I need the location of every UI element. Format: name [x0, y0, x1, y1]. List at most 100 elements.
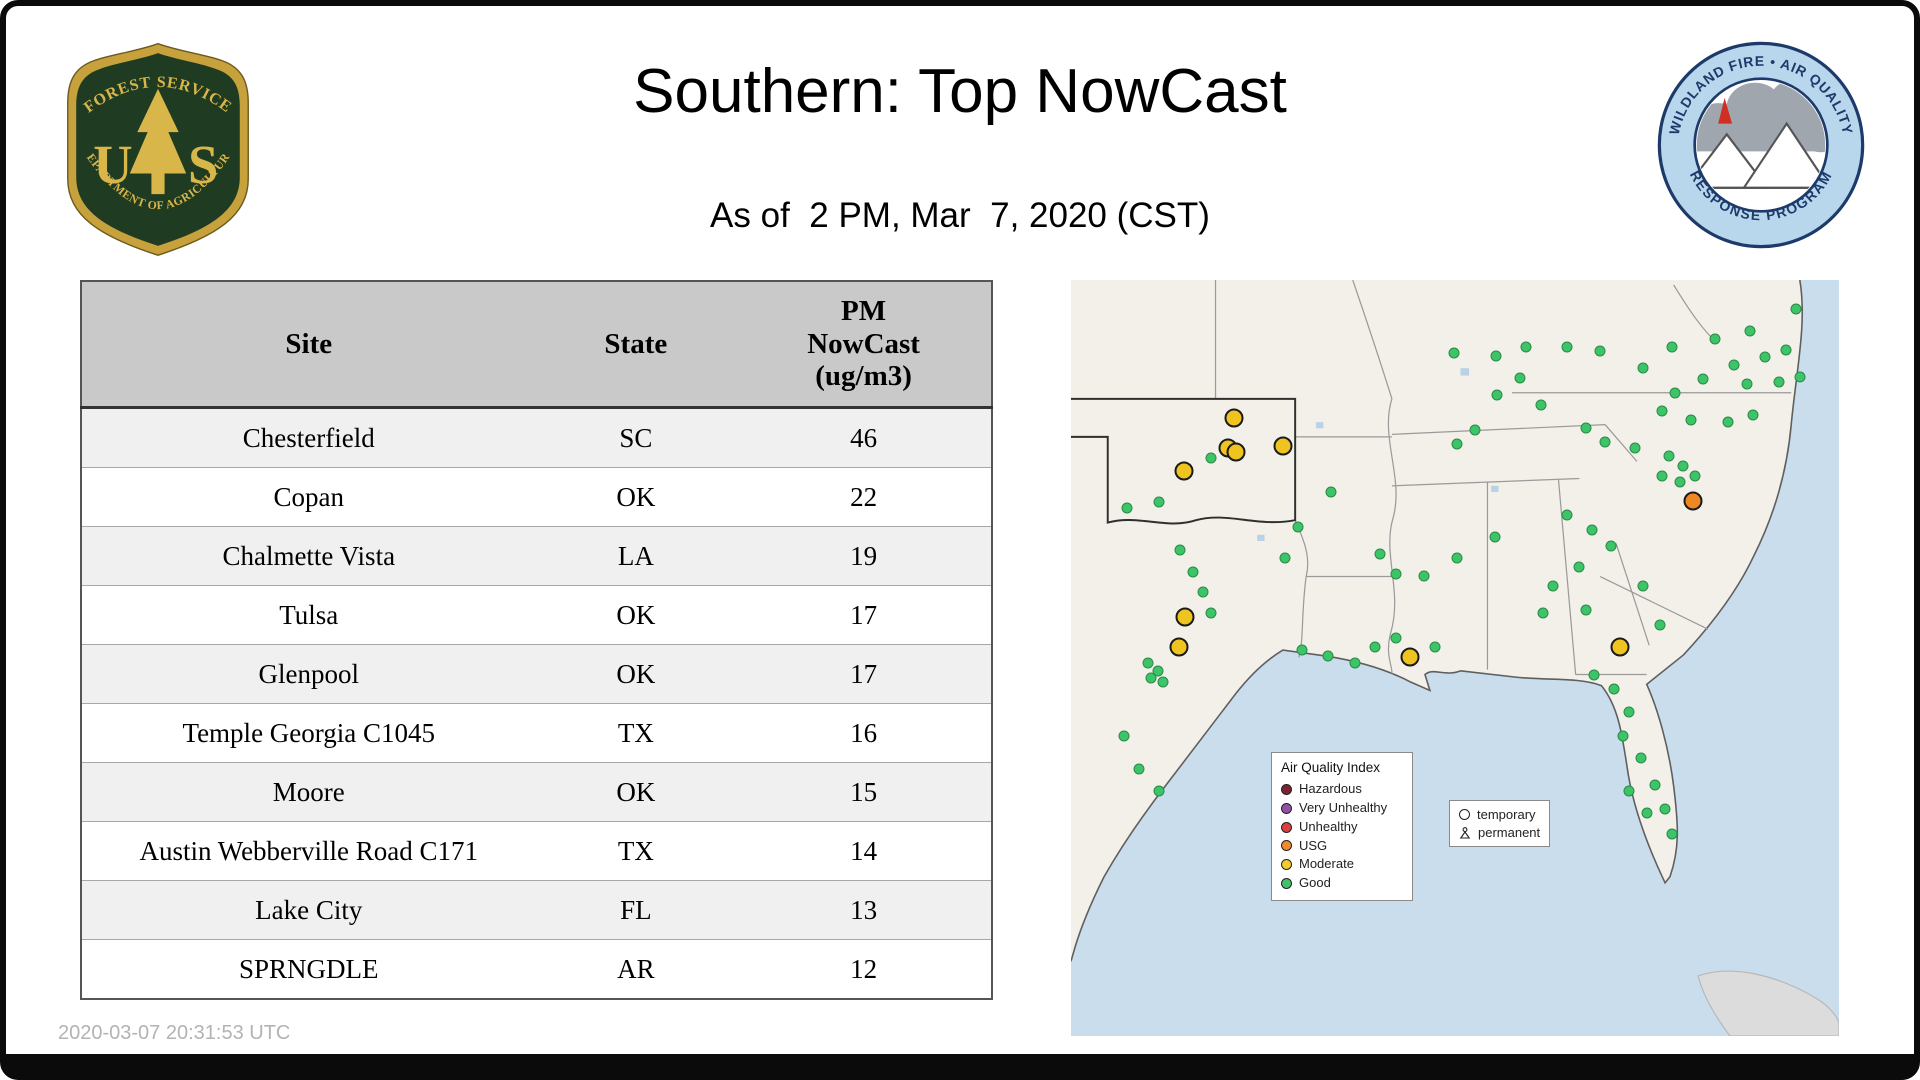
table-row: Chalmette Vista LA 19	[81, 526, 992, 586]
nowcast-table-section: Site State PM NowCast (ug/m3) Chesterfie…	[80, 280, 993, 1000]
aqi-legend-label: Hazardous	[1299, 781, 1362, 796]
aqi-color-swatch-icon	[1281, 840, 1292, 852]
state-cell: OK	[535, 467, 737, 527]
monitor-dot-good	[1722, 416, 1734, 428]
monitor-dot-moderate	[1400, 647, 1420, 667]
nowcast-cell: 16	[736, 703, 992, 763]
site-cell: SPRNGDLE	[81, 939, 536, 999]
nowcast-cell: 22	[736, 467, 992, 527]
column-header-nowcast: PM NowCast (ug/m3)	[736, 281, 992, 409]
monitor-dot-good	[1390, 632, 1402, 644]
monitor-dot-moderate	[1169, 637, 1189, 657]
oklahoma-border	[1071, 397, 1297, 525]
monitor-dot-good	[1608, 683, 1620, 695]
monitor-dot-good	[1349, 657, 1361, 669]
aqi-color-swatch-icon	[1281, 783, 1292, 795]
table-body: Chesterfield SC 46 Copan OK 22 Chalmette Vista…	[81, 407, 992, 999]
aqi-color-swatch-icon	[1281, 878, 1292, 890]
monitor-dot-good	[1451, 552, 1463, 564]
lakes	[1257, 368, 1499, 541]
monitor-dot-good	[1656, 470, 1668, 482]
monitor-dot-good	[1635, 752, 1647, 764]
state-borders	[1214, 280, 1792, 676]
column-header-site: Site	[81, 281, 536, 409]
monitor-dot-good	[1659, 803, 1671, 815]
aqi-legend-item: Unhealthy	[1281, 818, 1403, 837]
monitor-dot-good	[1677, 460, 1689, 472]
monitor-dot-good	[1322, 650, 1334, 662]
site-cell: Copan	[81, 467, 536, 527]
table-row: Austin Webberville Road C171 TX 14	[81, 821, 992, 881]
monitor-dot-moderate	[1610, 637, 1630, 657]
aqi-legend-title: Air Quality Index	[1281, 760, 1381, 775]
monitor-dot-good	[1142, 657, 1154, 669]
nowcast-table: Site State PM NowCast (ug/m3) Chesterfie…	[80, 280, 993, 1000]
monitor-dot-good	[1663, 450, 1674, 462]
monitor-dot-good	[1153, 496, 1165, 507]
table-row: Temple Georgia C1045 TX 16	[81, 703, 992, 763]
monitor-dot-moderate	[1273, 436, 1293, 456]
monitor-dot-good	[1747, 409, 1759, 421]
monitor-dot-good	[1390, 568, 1402, 580]
site-cell: Glenpool	[81, 644, 536, 704]
monitor-dot-good	[1537, 607, 1549, 619]
nowcast-cell: 14	[736, 821, 992, 881]
monitor-dot-good	[1685, 414, 1697, 426]
aqi-legend-label: USG	[1299, 837, 1328, 853]
aqi-legend-item: Good	[1281, 874, 1403, 893]
aqi-legend-label: Very Unhealthy	[1299, 799, 1388, 815]
monitor-dot-good	[1514, 372, 1525, 384]
monitor-dot-usg	[1683, 491, 1703, 511]
table-row: Chesterfield SC 46	[81, 407, 992, 468]
wfaqrp-logo: WILDLAND FIRE • AIR QUALITY RESPONSE PRO…	[1654, 38, 1868, 252]
nowcast-cell: 15	[736, 762, 992, 822]
monitor-dot-good	[1697, 373, 1709, 385]
monitor-dot-good	[1418, 570, 1429, 582]
symbol-legend: temporary permanent	[1449, 800, 1551, 847]
monitor-dot-good	[1759, 351, 1770, 363]
site-cell: Lake City	[81, 880, 536, 940]
temporary-label: temporary	[1477, 807, 1536, 822]
site-cell: Temple Georgia C1045	[81, 703, 536, 763]
monitor-dot-good	[1588, 669, 1600, 681]
page-subtitle: As of 2 PM, Mar 7, 2020 (CST)	[710, 196, 1210, 235]
site-cell: Chesterfield	[81, 407, 536, 468]
monitor-dot-good	[1773, 376, 1785, 388]
aqi-legend-item: Hazardous	[1281, 780, 1403, 799]
nowcast-cell: 17	[736, 644, 992, 704]
aqi-legend-label: Good	[1299, 875, 1331, 891]
monitor-dot-good	[1325, 486, 1337, 498]
table-row: Moore OK 15	[81, 762, 992, 822]
monitor-dot-good	[1666, 341, 1678, 353]
table-row: Tulsa OK 17	[81, 585, 992, 645]
state-cell: SC	[535, 407, 737, 468]
monitor-dot-good	[1279, 552, 1291, 564]
state-cell: AR	[535, 939, 737, 999]
monitor-dot-good	[1669, 387, 1681, 399]
monitor-dot-good	[1780, 344, 1792, 356]
monitor-dot-good	[1728, 359, 1740, 371]
monitor-dot-good	[1187, 566, 1199, 578]
monitor-dot-good	[1174, 544, 1186, 556]
monitor-dot-good	[1374, 548, 1386, 560]
aqi-color-swatch-icon	[1281, 859, 1292, 871]
smoke-cloud-icon	[1696, 80, 1826, 153]
monitor-dot-good	[1744, 325, 1756, 337]
map-dots-layer	[1071, 280, 1839, 1036]
monitor-dot-moderate	[1226, 442, 1246, 462]
monitor-dot-moderate	[1175, 607, 1195, 627]
monitor-dot-good	[1429, 641, 1441, 653]
monitor-dot-good	[1794, 371, 1806, 383]
wfaqrp-seal: WILDLAND FIRE • AIR QUALITY RESPONSE PRO…	[1657, 41, 1865, 249]
monitor-dot-good	[1637, 580, 1649, 592]
symbol-legend-temporary: temporary	[1459, 807, 1540, 822]
table-row: Glenpool OK 17	[81, 644, 992, 704]
monitor-map: Air Quality Index Hazardous Very Unhealth…	[1071, 280, 1839, 1036]
forest-service-logo: FOREST SERVICE U S DEPARTMENT OF AGRICUL…	[64, 38, 252, 260]
site-cell: Austin Webberville Road C171	[81, 821, 536, 881]
monitor-dot-good	[1205, 452, 1217, 464]
permanent-monitor-icon	[1459, 826, 1471, 839]
monitor-dot-good	[1561, 341, 1573, 353]
monitor-dot-moderate	[1174, 461, 1194, 481]
monitor-dot-good	[1520, 341, 1532, 353]
